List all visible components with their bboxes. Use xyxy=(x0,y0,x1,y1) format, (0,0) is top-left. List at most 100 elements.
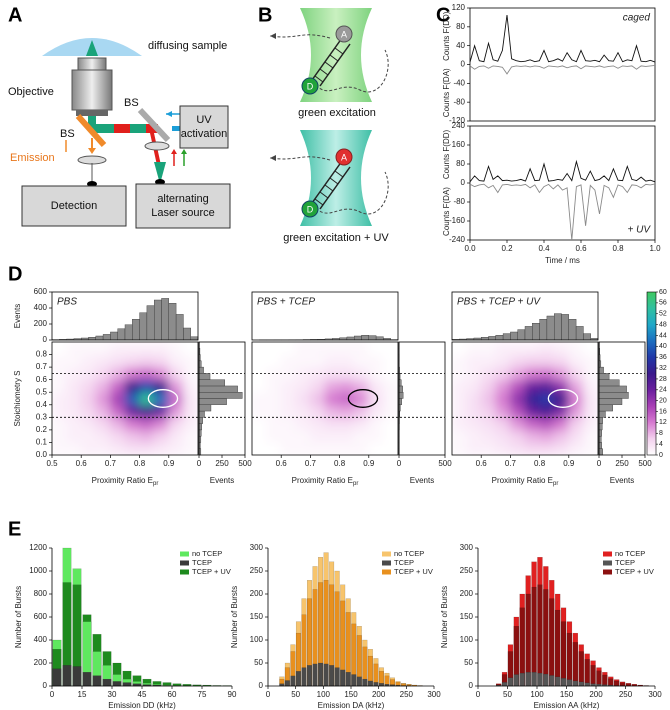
legend-swatch xyxy=(603,560,612,566)
heat-cell xyxy=(382,391,398,406)
y-tick-label: 0.8 xyxy=(36,350,48,359)
axis-title: Counts F(DA) xyxy=(442,187,451,236)
y-tick-label: 300 xyxy=(460,543,474,552)
heat-cell xyxy=(382,342,398,356)
heat-cell xyxy=(80,354,97,368)
x-tick-label: 500 xyxy=(438,459,452,468)
hist-bar xyxy=(362,678,368,687)
hist-bar xyxy=(501,682,508,687)
x-tick-label: 0.8 xyxy=(534,459,546,468)
donor xyxy=(301,200,319,218)
y-tick-label: 0.2 xyxy=(36,425,48,434)
y-tick-label: 100 xyxy=(250,635,264,644)
heat-cell xyxy=(339,441,355,455)
heat-cell xyxy=(339,404,355,418)
x-axis-title: Events xyxy=(610,476,634,485)
hist-bar xyxy=(572,642,578,687)
heat-cell xyxy=(353,342,370,356)
heat-cell xyxy=(295,366,311,381)
heat-cell xyxy=(382,379,398,393)
x-axis-title-sub: pr xyxy=(553,481,558,487)
y-tick-label: -120 xyxy=(449,116,466,125)
heat-cell xyxy=(266,354,282,368)
trace xyxy=(469,15,656,63)
legend-label: no TCEP xyxy=(394,549,424,558)
y-tick-label: 1000 xyxy=(29,566,47,575)
hist-bar xyxy=(183,327,191,341)
heat-cell xyxy=(382,429,398,443)
hist-bar xyxy=(373,682,379,687)
heat-cell xyxy=(368,441,384,455)
heat-cell xyxy=(266,404,282,418)
label: D xyxy=(307,81,314,91)
heat-cell xyxy=(66,379,82,393)
heat-cell xyxy=(252,391,268,406)
heat-cell xyxy=(80,391,97,406)
hist-bar xyxy=(549,598,555,687)
legend-label: TCEP + UV xyxy=(615,567,654,576)
heat-cell xyxy=(280,391,297,406)
hist-bar xyxy=(295,671,301,687)
heatmap-cells xyxy=(52,342,198,455)
heat-cell xyxy=(124,379,141,393)
heat-cell xyxy=(368,342,384,356)
heat-cell xyxy=(568,354,584,368)
heat-cell xyxy=(509,342,526,356)
hist-bar xyxy=(549,675,555,687)
ellipse xyxy=(547,389,579,408)
x-tick-label: 250 xyxy=(215,459,229,468)
x-tick-label: 250 xyxy=(619,690,633,699)
heat-cell xyxy=(582,429,598,443)
y-tick-label: 240 xyxy=(452,121,466,130)
x-tick-label: 0 xyxy=(476,690,481,699)
y-tick-label: 0.6 xyxy=(36,375,48,384)
heat-cell xyxy=(168,416,184,431)
heat-cell xyxy=(168,441,184,455)
hist-bar xyxy=(361,335,370,341)
x-tick-label: 60 xyxy=(168,690,177,699)
heat-cell xyxy=(353,416,370,431)
x-tick-label: 45 xyxy=(138,690,147,699)
x-tick-label: 30 xyxy=(108,690,117,699)
heat-cell xyxy=(568,441,584,455)
plot-frame xyxy=(469,125,656,241)
x-axis-title: Proximity Ratio Epr xyxy=(292,476,359,486)
hist-bar xyxy=(578,681,584,687)
label: Objective xyxy=(8,86,54,98)
chart-title: PBS + TCEP + UV xyxy=(457,297,541,308)
hist-bar xyxy=(153,299,162,341)
hist-bar xyxy=(596,670,602,687)
hist-bar xyxy=(525,672,531,687)
heat-cell xyxy=(309,429,326,443)
hist-bar xyxy=(146,305,155,341)
legend-swatch xyxy=(382,551,391,557)
heat-cell xyxy=(568,342,584,356)
x-tick-label: 0.8 xyxy=(334,459,346,468)
legend-swatch xyxy=(382,569,391,575)
x-tick-label: 200 xyxy=(372,690,386,699)
heat-cell xyxy=(452,429,468,443)
label: BS xyxy=(60,128,75,140)
activation-diagram: A D green excitation A D green excitatio… xyxy=(269,8,389,244)
x-tick-label: 300 xyxy=(648,690,662,699)
y-tick-label: 50 xyxy=(464,658,473,667)
heat-cell xyxy=(495,366,511,381)
hist-bar xyxy=(198,410,205,418)
hist-bar xyxy=(513,674,519,687)
heat-cell xyxy=(309,354,326,368)
x-tick-label: 50 xyxy=(503,690,512,699)
legend-label: no TCEP xyxy=(192,549,222,558)
plot-frame xyxy=(398,341,446,456)
annotation: + UV xyxy=(627,225,651,236)
heat-cell xyxy=(324,391,341,406)
panel-label: D xyxy=(8,263,22,285)
hist-bar xyxy=(598,366,604,374)
heat-cell xyxy=(368,354,384,368)
heat-cell xyxy=(582,391,598,406)
heat-cell xyxy=(324,441,341,455)
chart-title: PBS + TCEP xyxy=(257,297,315,308)
y-tick-label: 0.7 xyxy=(36,362,48,371)
hist-bar xyxy=(346,336,355,341)
heat-cell xyxy=(168,391,184,406)
hist-bar xyxy=(398,392,404,399)
